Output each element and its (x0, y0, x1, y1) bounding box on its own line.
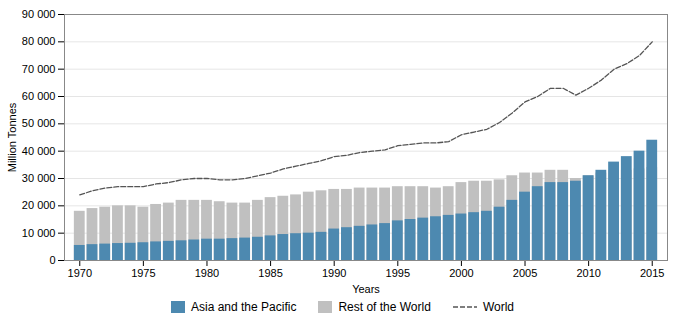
svg-text:0: 0 (49, 254, 55, 266)
html-text:Rest of the World: Rest of the World (338, 300, 431, 314)
svg-text:20 000: 20 000 (22, 199, 56, 211)
svg-text:50 000: 50 000 (22, 117, 56, 129)
svg-text:1985: 1985 (258, 267, 282, 279)
svg-text:40 000: 40 000 (22, 145, 56, 157)
svg-text:80 000: 80 000 (22, 35, 56, 47)
svg-text:Years: Years (352, 283, 380, 295)
svg-text:Million Tonnes: Million Tonnes (6, 102, 18, 172)
svg-text:1980: 1980 (195, 267, 219, 279)
html-text:Asia and the Pacific: Asia and the Pacific (191, 300, 297, 314)
svg-text:1995: 1995 (386, 267, 410, 279)
svg-text:90 000: 90 000 (22, 8, 56, 20)
svg-text:2000: 2000 (449, 267, 473, 279)
svg-text:1970: 1970 (68, 267, 92, 279)
svg-text:30 000: 30 000 (22, 172, 56, 184)
svg-text:1975: 1975 (131, 267, 155, 279)
html-text:World: World (482, 300, 514, 314)
svg-text:2010: 2010 (576, 267, 600, 279)
svg-text:60 000: 60 000 (22, 90, 56, 102)
svg-text:2015: 2015 (640, 267, 664, 279)
svg-text:1990: 1990 (322, 267, 346, 279)
svg-text:70 000: 70 000 (22, 63, 56, 75)
svg-text:2005: 2005 (513, 267, 537, 279)
svg-text:10 000: 10 000 (22, 227, 56, 239)
